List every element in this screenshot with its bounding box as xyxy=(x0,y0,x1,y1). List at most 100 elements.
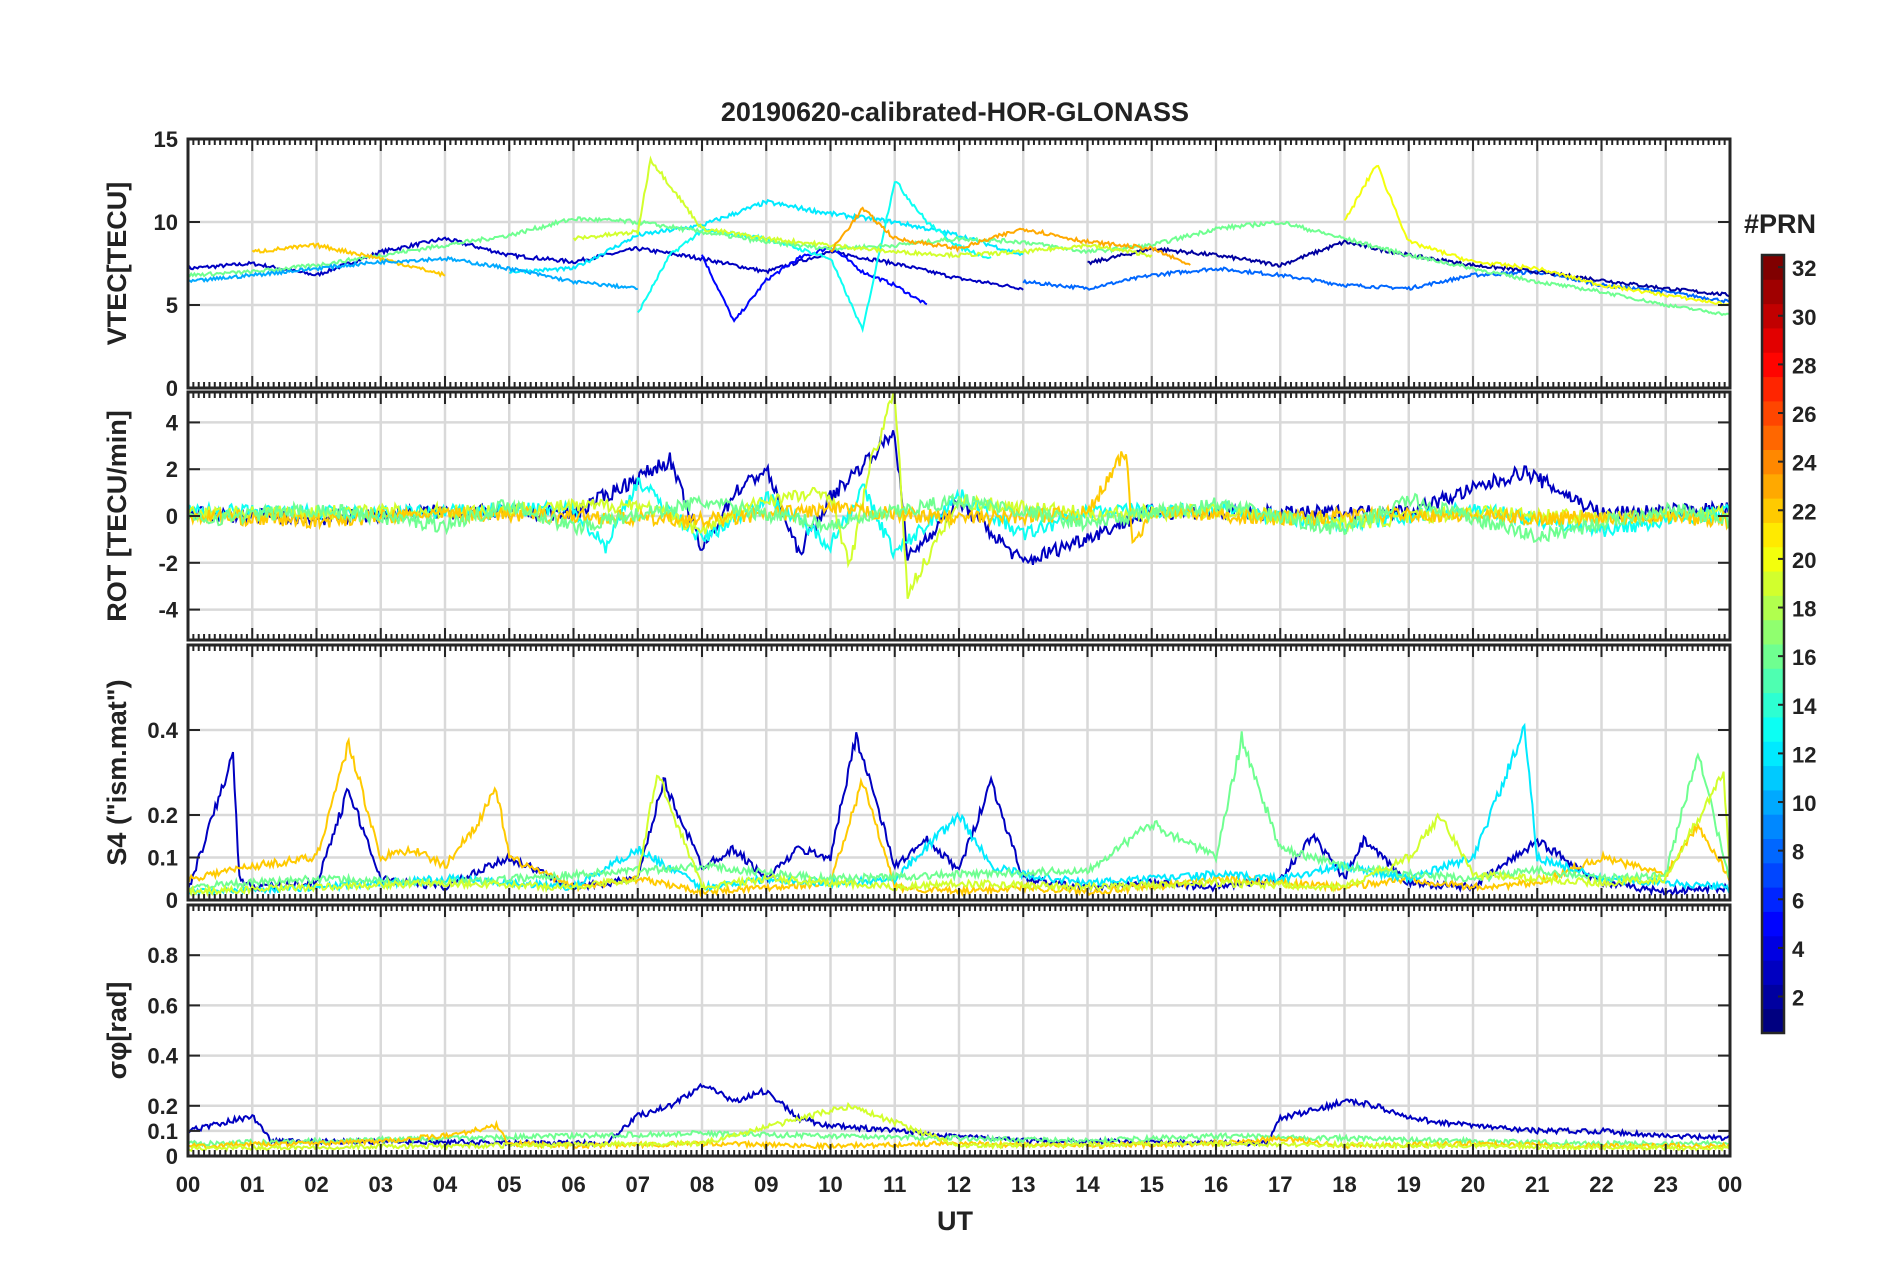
colorbar-swatch xyxy=(1762,352,1784,378)
colorbar-tick-label: 24 xyxy=(1792,451,1817,476)
y-axis-label: S4 ("ism.mat") xyxy=(102,679,132,865)
colorbar-swatch xyxy=(1762,984,1784,1010)
colorbar-swatch xyxy=(1762,960,1784,985)
colorbar-frame xyxy=(1760,253,1786,1035)
colorbar-tick-label: 28 xyxy=(1792,353,1816,378)
x-tick-label: 04 xyxy=(433,1172,458,1197)
colorbar-tick-label: 4 xyxy=(1792,937,1805,962)
series-prn-16 xyxy=(188,216,1730,317)
colorbar-swatch xyxy=(1762,473,1784,499)
colorbar-tick-label: 18 xyxy=(1792,597,1816,622)
colorbar-swatch xyxy=(1762,741,1784,767)
series-prn-8 xyxy=(1022,266,1730,304)
colorbar-tick-label: 22 xyxy=(1792,499,1816,524)
colorbar-swatch xyxy=(1762,400,1784,426)
y-tick-label: 0 xyxy=(166,1144,178,1169)
series-prn-13 xyxy=(637,180,992,334)
y-tick-label: 0.4 xyxy=(147,718,178,743)
y-tick-label: -4 xyxy=(158,598,178,623)
x-tick-label: 13 xyxy=(1011,1172,1035,1197)
colorbar-swatch xyxy=(1762,911,1784,937)
x-tick-label: 07 xyxy=(626,1172,650,1197)
x-tick-label: 00 xyxy=(176,1172,200,1197)
colorbar-swatch xyxy=(1762,571,1784,596)
colorbar-swatch xyxy=(1762,255,1784,280)
y-tick-label: 5 xyxy=(166,293,178,318)
series-prn-19 xyxy=(572,155,1153,259)
colorbar-tick-label: 14 xyxy=(1792,694,1817,719)
x-tick-label: 23 xyxy=(1654,1172,1678,1197)
colorbar-tick-label: 20 xyxy=(1792,548,1816,573)
x-tick-label: 03 xyxy=(369,1172,393,1197)
y-tick-label: 0 xyxy=(166,888,178,913)
series-prn-3 xyxy=(188,1082,1730,1148)
x-tick-label: 11 xyxy=(883,1172,906,1197)
y-axis-label: ROT [TECU/min] xyxy=(102,410,132,621)
colorbar-swatch xyxy=(1762,327,1784,353)
y-tick-label: 15 xyxy=(154,127,178,152)
y-tick-label: 2 xyxy=(166,457,178,482)
x-tick-label: 02 xyxy=(304,1172,328,1197)
colorbar-swatch xyxy=(1762,425,1784,450)
x-tick-label: 06 xyxy=(561,1172,585,1197)
colorbar-tick-label: 30 xyxy=(1792,305,1816,330)
x-ticks xyxy=(187,392,1731,640)
y-tick-label: 0.8 xyxy=(147,943,178,968)
colorbar-swatch xyxy=(1762,814,1784,839)
x-tick-label: 17 xyxy=(1268,1172,1292,1197)
x-tick-label: 18 xyxy=(1332,1172,1356,1197)
y-tick-label: 0.6 xyxy=(147,993,178,1018)
series-group xyxy=(188,155,1730,334)
y-axis-label: VTEC[TECU] xyxy=(102,182,132,346)
x-ticks xyxy=(187,139,1731,388)
x-tick-label: 08 xyxy=(690,1172,714,1197)
panel-rot: -4 -2 0 2 4 ROT [TECU/min] xyxy=(102,390,1732,642)
colorbar-swatch xyxy=(1762,887,1784,912)
series-prn-23 xyxy=(829,206,1191,266)
x-tick-label: 01 xyxy=(240,1172,264,1197)
colorbar-swatch xyxy=(1762,376,1784,402)
series-group xyxy=(188,392,1730,600)
x-tick-label: 14 xyxy=(1075,1172,1100,1197)
colorbar-swatch xyxy=(1762,692,1784,718)
colorbar-tick-label: 16 xyxy=(1792,645,1816,670)
colorbar-swatch xyxy=(1762,765,1784,791)
x-tick-label: 19 xyxy=(1397,1172,1421,1197)
colorbar-swatch xyxy=(1762,935,1784,961)
colorbar-swatch xyxy=(1762,716,1784,742)
x-tick-label: 15 xyxy=(1140,1172,1164,1197)
y-tick-label: 0.1 xyxy=(147,1119,178,1144)
x-tick-label: 22 xyxy=(1589,1172,1613,1197)
colorbar-swatch xyxy=(1762,668,1784,694)
x-tick-label: 16 xyxy=(1204,1172,1228,1197)
panel-sigma_phi: 00.10.2 0.4 0.6 0.8 σφ[rad] 00 01 02 03 04 05 06 07 0… xyxy=(102,903,1742,1197)
colorbar-swatch xyxy=(1762,595,1784,621)
colorbar-swatch xyxy=(1762,546,1784,572)
y-tick-label: -2 xyxy=(158,551,178,576)
series-prn-16 xyxy=(188,492,1730,544)
colorbar-title: #PRN xyxy=(1744,209,1816,239)
x-tick-label: 05 xyxy=(497,1172,521,1197)
colorbar-swatch xyxy=(1762,789,1784,815)
x-tick-label: 10 xyxy=(818,1172,842,1197)
x-tick-label: 09 xyxy=(754,1172,778,1197)
colorbar-tick-label: 2 xyxy=(1792,986,1804,1011)
colorbar-swatch xyxy=(1762,838,1784,864)
colorbar-tick-label: 26 xyxy=(1792,402,1816,427)
series-prn-10 xyxy=(188,255,638,291)
series-prn-22 xyxy=(251,242,446,278)
panel-vtec: 0 5 10 15 VTEC[TECU] xyxy=(102,127,1732,401)
figure-title: 20190620-calibrated-HOR-GLONASS xyxy=(721,97,1189,127)
x-axis-label: UT xyxy=(937,1206,973,1236)
panel-s4: 0 0.1 0.2 0.4 S4 ("ism.mat") xyxy=(102,643,1732,913)
colorbar-tick-label: 6 xyxy=(1792,888,1804,913)
y-tick-label: 0.2 xyxy=(147,803,178,828)
x-ticks xyxy=(187,645,1731,900)
colorbar-swatch xyxy=(1762,449,1784,475)
colorbar-swatch xyxy=(1762,303,1784,329)
x-tick-label: 00 xyxy=(1718,1172,1742,1197)
x-ticks xyxy=(187,905,1731,1156)
y-tick-label: 0.2 xyxy=(147,1094,178,1119)
